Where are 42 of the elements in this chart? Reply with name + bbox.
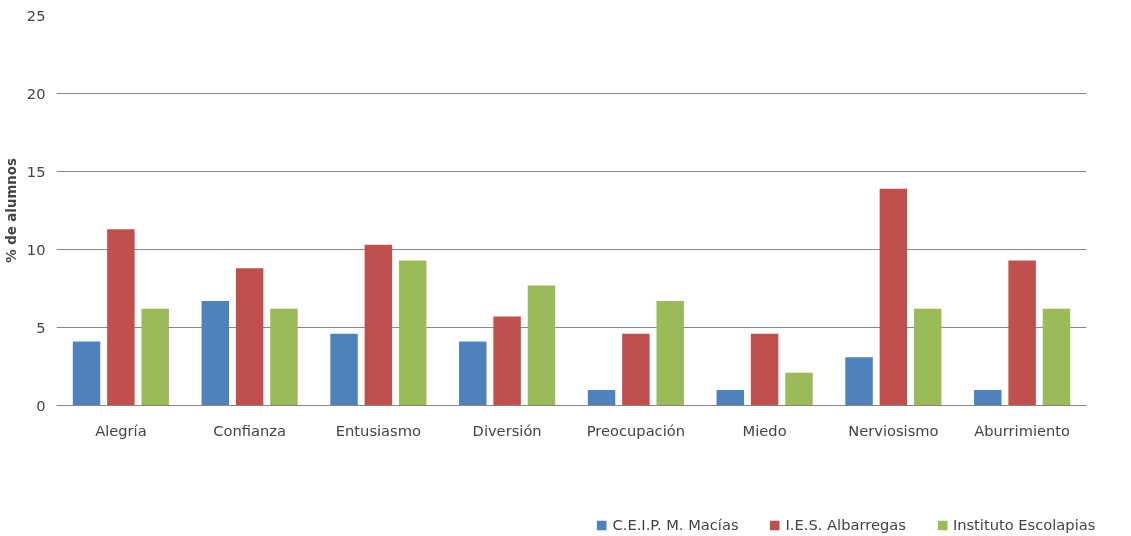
- y-tick-label: 15: [26, 162, 46, 180]
- bar: [235, 268, 264, 406]
- legend-label: C.E.I.P. M. Macías: [612, 516, 739, 533]
- bar: [527, 285, 556, 406]
- bar: [656, 300, 684, 406]
- x-tick-label: Alegría: [95, 421, 147, 439]
- bar: [622, 333, 650, 406]
- bar: [107, 229, 135, 406]
- bar: [716, 389, 745, 406]
- y-tick-label: 0: [36, 396, 46, 414]
- x-tick-label: Miedo: [742, 421, 787, 439]
- bar: [750, 333, 779, 406]
- bar: [1008, 260, 1036, 406]
- bar: [1042, 308, 1071, 406]
- bar: [141, 308, 169, 406]
- bar: [459, 341, 487, 406]
- legend-label: Instituto Escolapias: [952, 516, 1096, 533]
- bar: [587, 389, 616, 406]
- bar: [270, 308, 298, 406]
- x-tick-label: Aburrimiento: [974, 421, 1071, 439]
- bar: [785, 372, 813, 406]
- bar: [72, 341, 101, 406]
- x-tick-label: Preocupación: [586, 421, 686, 439]
- bar: [974, 389, 1002, 406]
- legend-label: I.E.S. Albarregas: [785, 516, 906, 533]
- y-tick-label: 20: [26, 84, 46, 102]
- bar: [845, 357, 873, 406]
- bar: [879, 188, 908, 406]
- y-axis-title: % de alumnos: [3, 158, 19, 263]
- x-tick-label: Nerviosismo: [848, 421, 939, 439]
- y-tick-label: 5: [36, 318, 46, 336]
- bar: [398, 260, 427, 406]
- x-tick-label: Confianza: [213, 421, 286, 439]
- y-tick-label: 10: [26, 240, 46, 258]
- bar: [913, 308, 942, 406]
- bar: [201, 300, 230, 406]
- y-tick-label: 25: [26, 6, 46, 24]
- bar: [364, 244, 393, 406]
- bar: [330, 333, 358, 406]
- bar: [493, 316, 521, 406]
- x-tick-label: Entusiasmo: [335, 421, 421, 439]
- x-tick-label: Diversión: [472, 421, 542, 439]
